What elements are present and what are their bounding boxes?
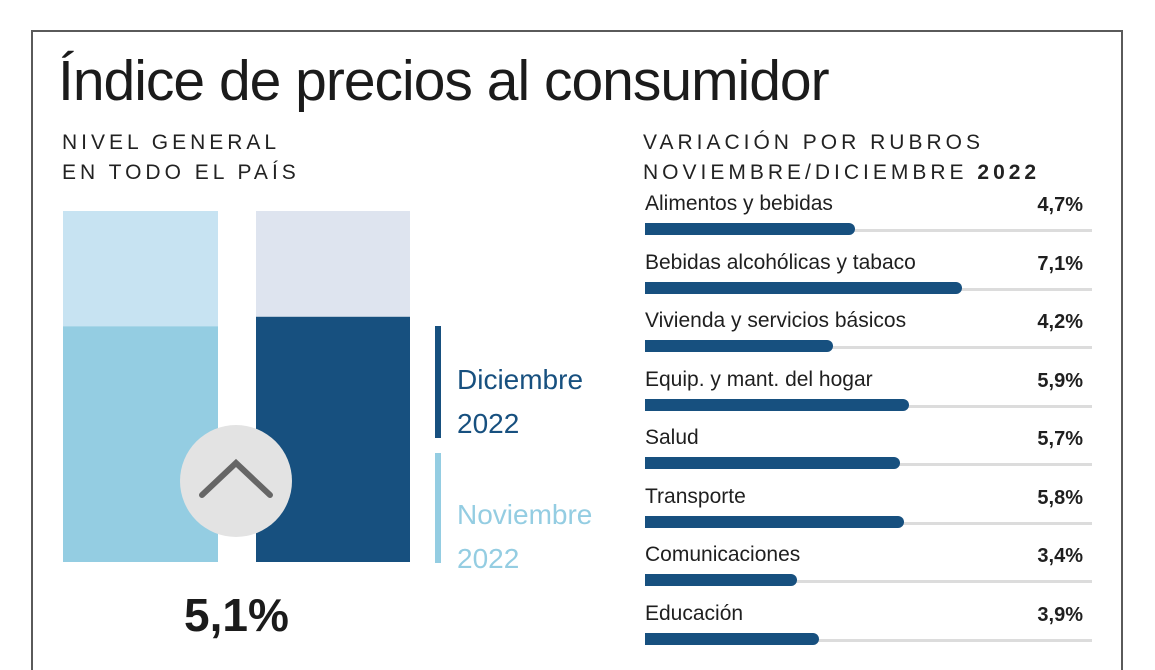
rubro-bar (645, 574, 797, 586)
rubro-bar (645, 223, 856, 235)
rubros-heading-year: 2022 (977, 161, 1041, 184)
rubro-label: Transporte (645, 484, 746, 508)
legend-diciembre: Diciembre 2022 (457, 358, 583, 446)
infographic-frame (31, 30, 1123, 670)
rubro-track (645, 346, 1092, 349)
page-title: Índice de precios al consumidor (58, 49, 830, 113)
rubro-track (645, 229, 1092, 232)
rubro-value: 5,7% (1037, 428, 1083, 450)
rubro-value: 5,9% (1037, 369, 1083, 392)
rubro-value: 4,7% (1037, 194, 1083, 216)
general-level-heading: NIVEL GENERAL EN TODO EL PAÍS (62, 128, 300, 188)
trend-badge (180, 425, 292, 537)
general-level-heading-line1: NIVEL GENERAL (62, 131, 281, 154)
rubro-bar (645, 340, 833, 352)
legend-noviembre: Noviembre 2022 (457, 493, 592, 581)
rubro-track (645, 580, 1092, 583)
legend-diciembre-year: 2022 (457, 408, 520, 439)
legend-noviembre-year: 2022 (457, 543, 520, 574)
chevron-up-icon (199, 458, 273, 498)
rubros-heading-line1: VARIACIÓN POR RUBROS (643, 131, 984, 154)
rubro-value: 5,8% (1037, 486, 1083, 509)
legend-noviembre-month: Noviembre (457, 499, 593, 530)
rubro-value: 4,2% (1037, 311, 1083, 333)
rubro-bar (645, 632, 820, 645)
legend-diciembre-marker (435, 326, 441, 438)
rubros-heading: VARIACIÓN POR RUBROS NOVIEMBRE/DICIEMBRE… (643, 128, 1040, 188)
legend-diciembre-month: Diciembre (457, 364, 584, 395)
diciembre-bar (256, 316, 410, 562)
rubro-value: 3,4% (1037, 545, 1083, 567)
general-level-chart (63, 211, 410, 562)
legend-noviembre-marker (435, 453, 441, 563)
rubro-value: 7,1% (1037, 252, 1083, 275)
rubro-label: Salud (645, 426, 699, 449)
rubro-label: Bebidas alcohólicas y tabaco (645, 250, 916, 274)
rubro-label: Comunicaciones (645, 543, 801, 566)
rubro-bar (645, 515, 905, 528)
rubro-value: 3,9% (1037, 603, 1083, 626)
rubro-bar (645, 398, 909, 411)
rubro-track (645, 638, 1092, 642)
rubros-heading-period: NOVIEMBRE/DICIEMBRE (643, 161, 968, 184)
rubro-label: Vivienda y servicios básicos (645, 309, 907, 332)
rubro-label: Equip. y mant. del hogar (645, 367, 873, 391)
rubro-bar (645, 457, 900, 469)
general-variation-value: 5,1% (184, 589, 289, 641)
rubro-label: Alimentos y bebidas (645, 192, 833, 215)
rubro-label: Educación (645, 601, 744, 625)
rubro-bar (645, 281, 963, 294)
rubros-heading-line2: NOVIEMBRE/DICIEMBRE 2022 (643, 158, 1040, 188)
general-level-heading-line2: EN TODO EL PAÍS (62, 161, 300, 184)
